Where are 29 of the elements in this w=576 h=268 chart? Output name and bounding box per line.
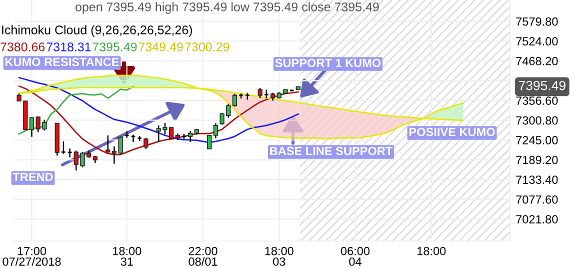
annotation: open 7395.49 high 7395.49 low 7395.49 close 7395.49 [76, 2, 379, 14]
y-tick-label: 7245.00 [516, 136, 558, 144]
annotation: 7300.29 [185, 42, 230, 52]
x-tick-label: 18:00 03 [265, 246, 294, 266]
annotation: 7318.31 [46, 42, 91, 52]
x-tick-label: 06:00 04 [340, 246, 370, 266]
x-tick-label: 17:00 07/27/2018 [2, 246, 61, 266]
y-tick-label: 7468.20 [516, 56, 558, 66]
y-tick-label: 7133.40 [516, 176, 558, 184]
y-tick-label: 7077.60 [516, 195, 558, 204]
annotation: TREND [12, 172, 53, 182]
y-tick-label: 7021.80 [516, 215, 558, 224]
text: Ichimoku Cloud (9,26,26,26,52,26) [2, 25, 192, 37]
annotation: SUPPORT 1 KUMO [275, 58, 381, 68]
y-tick-label: 7579.80 [516, 17, 558, 26]
y-tick-label: 7356.60 [516, 96, 558, 105]
y-tick-label: 7189.20 [516, 156, 558, 164]
x-tick-label: 18:00 31 [113, 246, 142, 266]
annotation: 7380.66 [0, 42, 45, 52]
x-tick-label: 22:00 08/01 [188, 246, 218, 266]
y-tick-label: 7300.80 [516, 116, 558, 125]
annotation: 7395.49 [92, 42, 137, 52]
annotation: BASE LINE SUPPORT [270, 146, 393, 156]
x-tick-label: 18:00 [417, 246, 446, 256]
annotation: 7349.49 [138, 42, 183, 52]
text: 7395.49 [519, 80, 566, 90]
annotation: POSIIVE KUMO [409, 128, 495, 136]
y-tick-label: 7524.00 [516, 37, 558, 46]
annotation: KUMO RESISTANCE [6, 58, 119, 66]
